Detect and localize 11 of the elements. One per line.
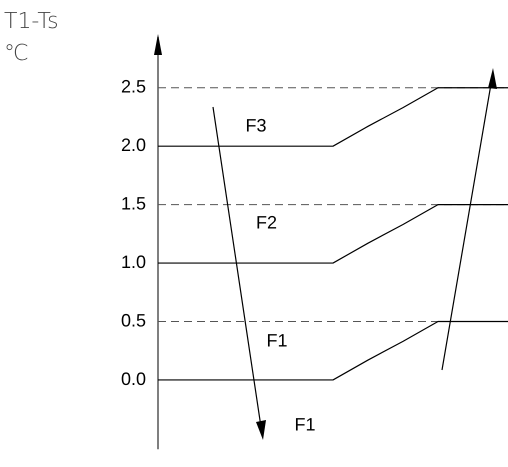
y-tick-label: 1.0 [120,252,146,272]
annotation: F1 [266,330,288,350]
annotation: F1 [294,414,316,434]
y-tick-label: 0.0 [120,368,146,389]
y-tick-label: 0.5 [120,310,146,330]
annotation: F2 [256,212,278,232]
annotation: F3 [245,115,267,136]
y-tick-label: 1.5 [120,194,146,214]
y-axis-title: T1-Ts ℃ [4,8,60,68]
y-tick-label: 2.0 [120,135,146,156]
y-tick-label: 2.5 [120,76,146,97]
